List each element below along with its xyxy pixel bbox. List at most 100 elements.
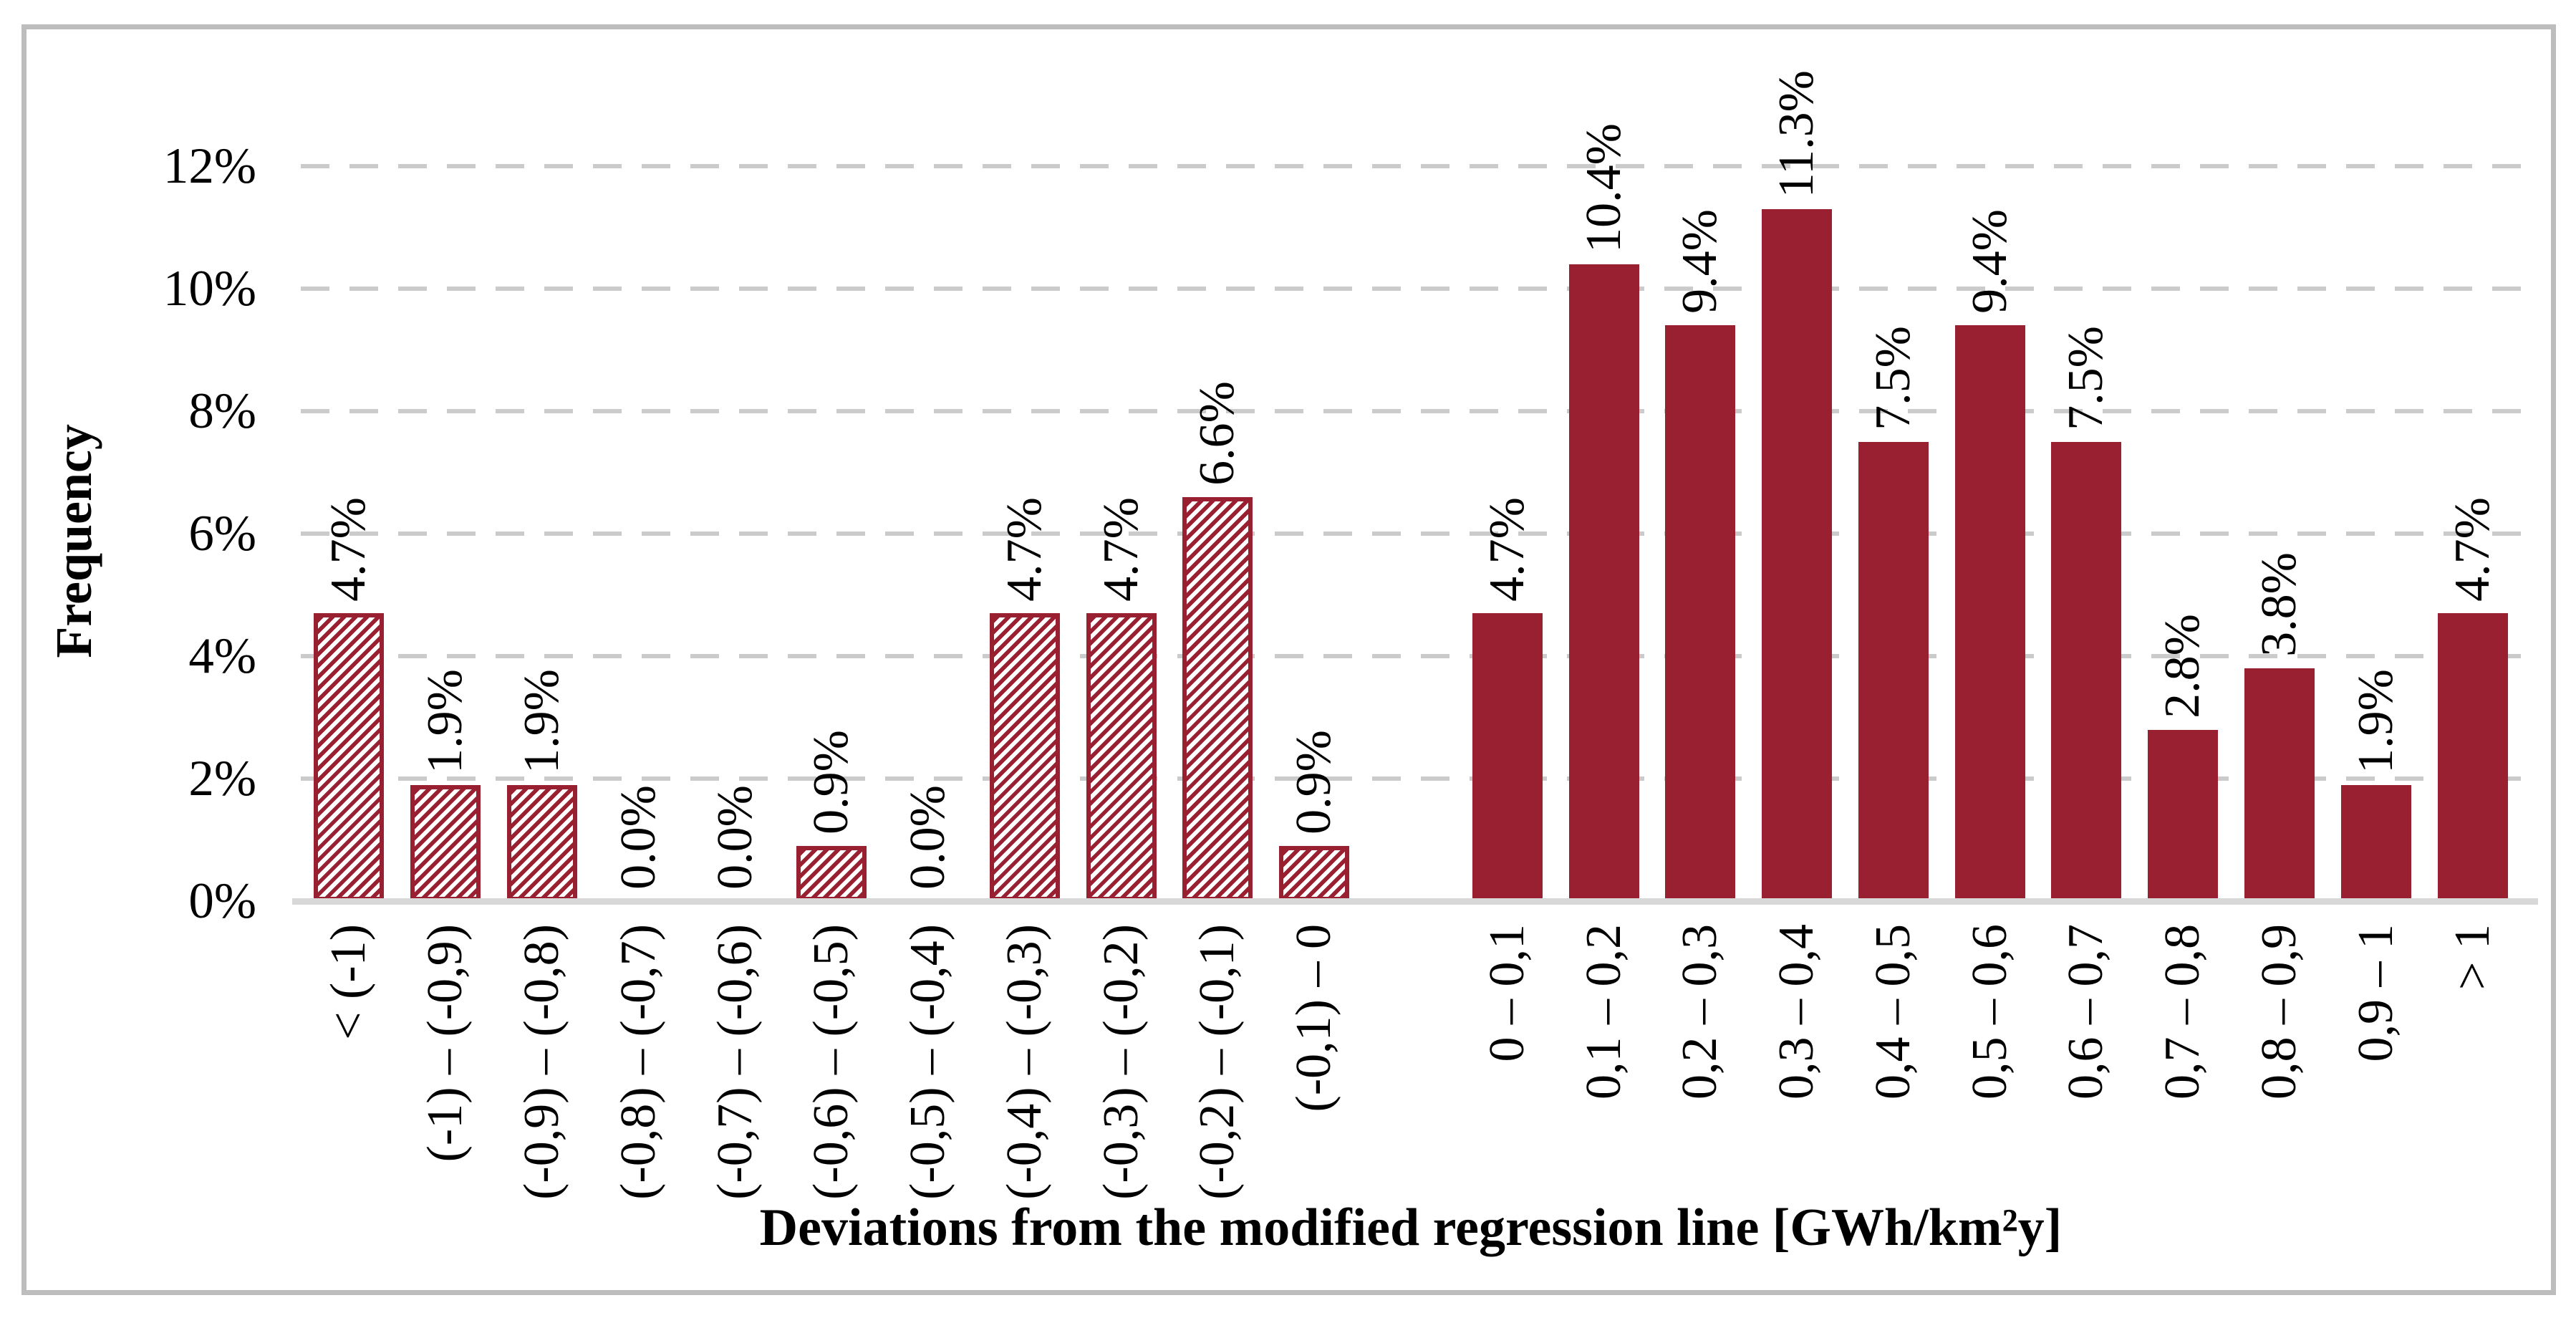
- bar-columns: 4.7% < (-1) 1.9% (-1) – (-0,9) 1.9% (-0,9) – …: [301, 70, 2521, 1200]
- x-tick-label: 0,5 – 0,6: [1962, 924, 2017, 1100]
- category-slot: 7.5% 0,4 – 0,5: [1846, 166, 1942, 1100]
- y-gridline: [301, 287, 2521, 291]
- x-tick-label: > 1: [2444, 924, 2500, 990]
- y-tick-label: 12%: [163, 138, 256, 194]
- solid-bar: [1954, 325, 2025, 901]
- x-tick-label: 0,7 – 0,8: [2155, 924, 2211, 1100]
- category-slot: 0.9% (-0,1) – 0: [1266, 166, 1363, 1112]
- category-slot: 0.0% (-0,7) – (-0,6): [687, 166, 783, 1200]
- category-slot: 4.7% (-0,4) – (-0,3): [976, 166, 1073, 1200]
- category-slot: 1.9% (-0,9) – (-0,8): [494, 166, 591, 1200]
- x-tick-label: (-0,9) – (-0,8): [513, 924, 569, 1200]
- solid-bar: [2244, 668, 2315, 901]
- chart-frame: [21, 24, 2556, 1295]
- group-spacer: [1363, 166, 1460, 901]
- category-slot: 4.7% < (-1): [301, 166, 397, 1040]
- bar-value-label: 0.9%: [804, 730, 859, 834]
- solid-bar: [1568, 264, 1639, 901]
- hatched-bar: [1279, 846, 1350, 901]
- y-gridline: [301, 654, 2521, 658]
- x-tick-label: (-0,7) – (-0,6): [707, 924, 763, 1200]
- x-tick-label: (-0,4) – (-0,3): [996, 924, 1052, 1200]
- y-tick-label: 6%: [188, 506, 256, 562]
- x-tick-label: < (-1): [321, 924, 377, 1040]
- x-axis-title: Deviations from the modified regression …: [759, 1198, 2063, 1257]
- category-slot: 11.3% 0,3 – 0,4: [1749, 70, 1846, 1100]
- x-tick-label: (-0,5) – (-0,4): [900, 924, 956, 1200]
- y-tick-label: 8%: [188, 383, 256, 439]
- bar-value-label: 3.8%: [2252, 552, 2307, 657]
- hatched-bar: [796, 846, 867, 901]
- bar-value-label: 2.8%: [2155, 614, 2211, 718]
- category-slot: 2.8% 0,7 – 0,8: [2135, 166, 2232, 1100]
- bar-value-label: 1.9%: [513, 669, 569, 774]
- bar-value-label: 1.9%: [2348, 669, 2403, 774]
- x-tick-label: 0,1 – 0,2: [1576, 924, 1631, 1100]
- x-tick-label: 0,3 – 0,4: [1769, 924, 1825, 1100]
- category-slot: 10.4% 0,1 – 0,2: [1555, 123, 1652, 1100]
- bar-value-label: 0.0%: [707, 785, 763, 890]
- y-tick-label: 4%: [188, 628, 256, 684]
- x-tick-label: 0,2 – 0,3: [1672, 924, 1728, 1100]
- x-tick-label: (-0,3) – (-0,2): [1093, 924, 1149, 1200]
- hatched-bar: [1182, 497, 1253, 901]
- solid-bar: [2148, 730, 2219, 901]
- hatched-bar: [989, 613, 1060, 901]
- bar-value-label: 4.7%: [2444, 497, 2500, 602]
- hatched-bar: [1086, 613, 1157, 901]
- category-slot: 3.8% 0,8 – 0,9: [2232, 166, 2328, 1100]
- bar-value-label: 0.9%: [1286, 730, 1342, 834]
- solid-bar: [2340, 785, 2411, 901]
- category-slot: 0.0% (-0,8) – (-0,7): [590, 166, 687, 1200]
- bar-value-label: 4.7%: [996, 497, 1052, 602]
- y-gridline: [301, 409, 2521, 413]
- category-slot: 1.9% 0,9 – 1: [2327, 166, 2424, 1062]
- y-gridline: [301, 164, 2521, 168]
- category-slot: 4.7% 0 – 0,1: [1459, 166, 1555, 1062]
- x-axis-line: [292, 898, 2538, 905]
- solid-bar: [2051, 442, 2122, 901]
- x-tick-label: (-0,8) – (-0,7): [610, 924, 666, 1200]
- bar-value-label: 4.7%: [321, 497, 377, 602]
- category-slot: 7.5% 0,6 – 0,7: [2038, 166, 2135, 1100]
- x-tick-label: 0 – 0,1: [1479, 924, 1535, 1062]
- bar-value-label: 11.3%: [1769, 69, 1825, 198]
- category-slot: 4.7% > 1: [2424, 166, 2521, 990]
- bar-value-label: 7.5%: [1865, 326, 1921, 430]
- bar-value-label: 7.5%: [2058, 326, 2114, 430]
- hatched-bar: [506, 785, 577, 901]
- x-tick-label: (-0,2) – (-0,1): [1190, 924, 1245, 1200]
- x-tick-label: 0,4 – 0,5: [1865, 924, 1921, 1100]
- plot-area: [301, 164, 2521, 901]
- x-tick-label: 0,8 – 0,9: [2252, 924, 2307, 1100]
- solid-bar: [2437, 613, 2508, 901]
- x-tick-label: 0,6 – 0,7: [2058, 924, 2114, 1100]
- category-slot: 9.4% 0,2 – 0,3: [1652, 166, 1749, 1100]
- bar-value-label: 9.4%: [1962, 209, 2017, 314]
- y-gridline: [301, 776, 2521, 781]
- y-axis-tick-labels: 0% 2% 4% 6% 8% 10% 12%: [29, 0, 256, 1318]
- bar-value-label: 10.4%: [1576, 123, 1631, 253]
- bar-value-label: 4.7%: [1093, 497, 1149, 602]
- hatched-bar: [410, 785, 481, 901]
- y-tick-label: 10%: [163, 261, 256, 317]
- bar-value-label: 0.0%: [610, 785, 666, 890]
- y-tick-label: 0%: [188, 873, 256, 929]
- x-tick-label: (-0,1) – 0: [1286, 924, 1342, 1112]
- solid-bar: [1665, 325, 1736, 901]
- category-slot: 0.0% (-0,5) – (-0,4): [880, 166, 977, 1200]
- category-slot: 1.9% (-1) – (-0,9): [397, 166, 494, 1162]
- hatched-bar: [314, 613, 385, 901]
- category-slot: 4.7% (-0,3) – (-0,2): [1073, 166, 1169, 1200]
- bar-value-label: 4.7%: [1479, 497, 1535, 602]
- category-slot: 9.4% 0,5 – 0,6: [1941, 166, 2038, 1100]
- solid-bar: [1762, 209, 1833, 901]
- bar-value-label: 6.6%: [1190, 381, 1245, 486]
- bar-value-label: 9.4%: [1672, 209, 1728, 314]
- bar-value-label: 0.0%: [900, 785, 956, 890]
- x-tick-label: (-0,6) – (-0,5): [804, 924, 859, 1200]
- category-slot: 6.6% (-0,2) – (-0,1): [1169, 166, 1266, 1200]
- y-gridline: [301, 531, 2521, 536]
- x-tick-label: 0,9 – 1: [2348, 924, 2403, 1062]
